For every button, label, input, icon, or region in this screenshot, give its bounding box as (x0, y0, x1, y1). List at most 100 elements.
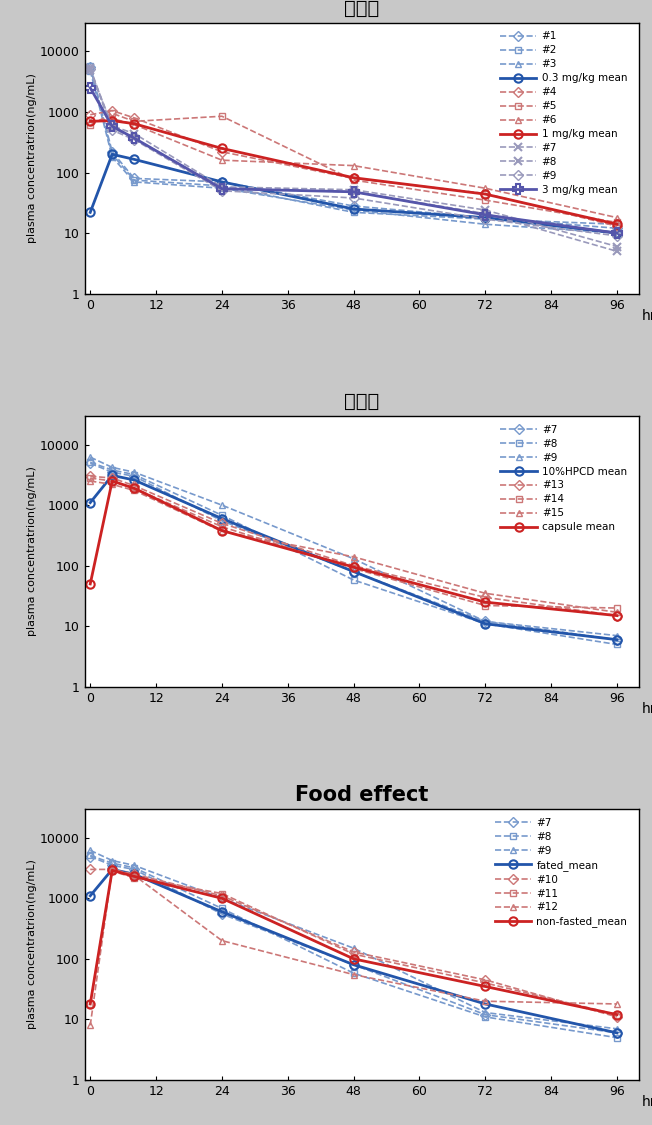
0.3 mg/kg mean (349, 202, 357, 216)
Line: #5: #5 (87, 110, 621, 226)
#8 (130, 132, 138, 145)
Line: #12: #12 (87, 866, 621, 1028)
0.3 mg/kg mean (130, 153, 138, 166)
fated_mean (86, 889, 94, 902)
Line: #9: #9 (87, 65, 621, 240)
capsule mean (349, 560, 357, 574)
#2 (108, 147, 116, 161)
non-fasted_mean (613, 1008, 621, 1022)
Y-axis label: plasma concentratrion(ng/mL): plasma concentratrion(ng/mL) (27, 860, 37, 1029)
#3 (481, 217, 489, 231)
#15 (130, 484, 138, 497)
#8 (130, 468, 138, 482)
#12 (86, 1018, 94, 1032)
Line: #13: #13 (87, 472, 621, 619)
#9 (130, 133, 138, 146)
Line: #4: #4 (87, 107, 621, 230)
#9 (86, 62, 94, 75)
Line: 3 mg/kg mean: 3 mg/kg mean (85, 83, 622, 238)
#7 (218, 514, 226, 528)
Legend: #1, #2, #3, 0.3 mg/kg mean, #4, #5, #6, 1 mg/kg mean, #7, #8, #9, 3 mg/kg mean: #1, #2, #3, 0.3 mg/kg mean, #4, #5, #6, … (496, 27, 631, 199)
#12 (481, 994, 489, 1008)
#14 (130, 482, 138, 495)
#8 (481, 616, 489, 630)
Line: #8: #8 (87, 852, 621, 1041)
1 mg/kg mean (86, 115, 94, 128)
#2 (613, 217, 621, 231)
Line: #10: #10 (87, 866, 621, 1020)
Line: capsule mean: capsule mean (86, 477, 621, 620)
#7 (481, 1008, 489, 1022)
Line: #6: #6 (87, 115, 621, 222)
non-fasted_mean (481, 980, 489, 993)
#1 (108, 145, 116, 159)
Line: #2: #2 (87, 62, 621, 227)
#12 (108, 863, 116, 876)
#5 (613, 216, 621, 229)
#11 (218, 886, 226, 900)
#7 (613, 1026, 621, 1040)
#2 (130, 173, 138, 187)
capsule mean (218, 524, 226, 538)
fated_mean (481, 997, 489, 1010)
#9 (481, 213, 489, 226)
Line: 10%HPCD mean: 10%HPCD mean (86, 471, 621, 644)
#15 (86, 475, 94, 488)
#14 (218, 520, 226, 533)
#11 (130, 871, 138, 884)
#1 (218, 176, 226, 189)
#10 (481, 973, 489, 987)
1 mg/kg mean (130, 117, 138, 130)
#9 (349, 552, 357, 566)
#7 (130, 127, 138, 141)
#7 (481, 614, 489, 628)
Line: #1: #1 (87, 64, 621, 232)
fated_mean (218, 904, 226, 918)
fated_mean (108, 863, 116, 876)
#9 (130, 858, 138, 872)
#15 (218, 524, 226, 538)
#6 (218, 153, 226, 166)
non-fasted_mean (349, 952, 357, 965)
#7 (86, 63, 94, 76)
10%HPCD mean (86, 496, 94, 510)
capsule mean (108, 475, 116, 488)
#13 (481, 591, 489, 604)
#9 (130, 466, 138, 479)
#9 (481, 1006, 489, 1019)
#4 (613, 219, 621, 233)
#15 (349, 550, 357, 564)
#15 (108, 478, 116, 492)
#10 (218, 889, 226, 902)
10%HPCD mean (218, 512, 226, 525)
#9 (108, 460, 116, 474)
10%HPCD mean (349, 565, 357, 578)
Line: #11: #11 (87, 867, 621, 1018)
#10 (108, 863, 116, 876)
Title: 용량별: 용량별 (344, 0, 379, 18)
#10 (613, 1010, 621, 1024)
#5 (130, 115, 138, 128)
#6 (108, 111, 116, 125)
#4 (130, 111, 138, 125)
#13 (613, 609, 621, 622)
Line: #7: #7 (87, 853, 621, 1036)
#9 (86, 450, 94, 463)
Line: #8: #8 (86, 64, 621, 255)
#14 (349, 561, 357, 575)
#5 (86, 118, 94, 132)
3 mg/kg mean (86, 81, 94, 95)
#5 (108, 107, 116, 120)
#8 (218, 902, 226, 916)
#11 (349, 947, 357, 961)
capsule mean (130, 482, 138, 495)
10%HPCD mean (613, 633, 621, 647)
#14 (613, 601, 621, 614)
#11 (613, 1008, 621, 1022)
10%HPCD mean (481, 616, 489, 630)
#12 (349, 968, 357, 981)
#9 (108, 854, 116, 867)
#6 (86, 116, 94, 129)
#7 (130, 469, 138, 483)
#7 (613, 633, 621, 647)
